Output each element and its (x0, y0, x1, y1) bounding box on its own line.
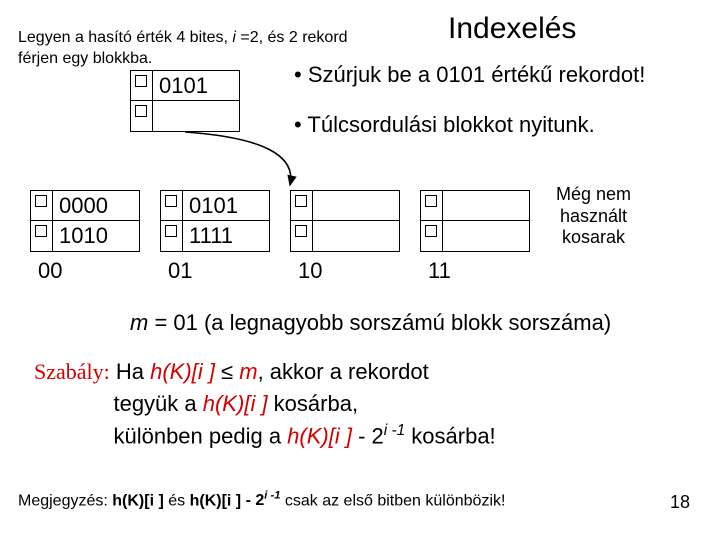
m-rest: = 01 (a legnagyobb sorszámú blokk sorszá… (148, 310, 611, 335)
note-hk1-a: h(K)[ (112, 492, 149, 509)
note-minus: - 2i -1 (241, 492, 280, 509)
bucket: 00001010 (30, 190, 140, 252)
row-checkbox (31, 191, 53, 221)
bucket-row (421, 221, 529, 251)
checkbox-icon (425, 225, 437, 237)
row-checkbox (131, 71, 153, 101)
row-value (313, 221, 399, 251)
note-and: és (164, 492, 190, 509)
checkbox-icon (165, 195, 177, 207)
bullet-overflow: • Túlcsordulási blokkot nyitunk. (294, 112, 595, 138)
rule-l2a: tegyük a (113, 391, 202, 416)
side-note-l3: kosarak (562, 227, 625, 247)
bucket-row (421, 191, 529, 221)
bucket: 01011111 (160, 190, 270, 252)
bucket-row: 1010 (31, 221, 139, 251)
checkbox-icon (425, 195, 437, 207)
checkbox-icon (135, 75, 147, 87)
rule-block: Szabály: Ha h(K)[i ] ≤ m, akkor a rekord… (34, 356, 496, 452)
rule-hk1-i: i (198, 359, 209, 384)
bucket-row (291, 191, 399, 221)
bucket-label: 01 (168, 258, 192, 284)
page-number: 18 (670, 492, 690, 513)
bullet-insert: • Szúrjuk be a 0101 értékű rekordot! (294, 62, 645, 88)
note-minus-t: - 2 (241, 492, 264, 509)
note-hk1: h(K)[i ] (112, 492, 164, 509)
row-value: 1010 (53, 221, 139, 251)
rule-hk1: h(K)[i ] (150, 359, 215, 384)
rule-exp: i -1 (384, 422, 405, 439)
bucket-row: 0101 (131, 71, 239, 101)
row-checkbox (161, 191, 183, 221)
side-note-l2: használt (560, 206, 627, 226)
note-hk2: h(K)[i ] (190, 492, 242, 509)
checkbox-icon (135, 105, 147, 117)
rule-l3b: kosárba! (405, 423, 496, 448)
rule-hk1-a: h(K)[ (150, 359, 198, 384)
bucket-row (131, 101, 239, 131)
row-checkbox (421, 191, 443, 221)
row-checkbox (161, 221, 183, 251)
rule-hk2-a: h(K)[ (203, 391, 251, 416)
rule-m: m (239, 359, 257, 384)
rule-l2b: kosárba, (268, 391, 359, 416)
row-value: 0101 (183, 191, 269, 221)
row-checkbox (291, 221, 313, 251)
bucket (290, 190, 400, 252)
row-checkbox (131, 101, 153, 131)
row-value (313, 191, 399, 221)
bucket-row: 0000 (31, 191, 139, 221)
rule-l3a: különben pedig a (113, 423, 287, 448)
bucket-label: 10 (298, 258, 322, 284)
row-checkbox (421, 221, 443, 251)
rule-l1b: , akkor a rekordot (258, 359, 429, 384)
bucket-label: 11 (428, 258, 451, 284)
header-l1a: Legyen a hasító érték 4 bites, (18, 29, 232, 46)
note-exp: i -1 (264, 490, 280, 502)
m-var: m (130, 310, 148, 335)
side-note: Még nem használt kosarak (556, 184, 631, 249)
checkbox-icon (295, 225, 307, 237)
row-value (443, 221, 529, 251)
bucket (420, 190, 530, 252)
checkbox-icon (295, 195, 307, 207)
row-value: 0000 (53, 191, 139, 221)
checkbox-icon (165, 225, 177, 237)
row-checkbox (291, 191, 313, 221)
row-value (153, 101, 239, 131)
rule-l1a: Ha (110, 359, 150, 384)
row-value (443, 191, 529, 221)
page-title: Indexelés (448, 12, 576, 46)
header-l1b: =2, és 2 rekord (236, 29, 348, 46)
note-hk2-i: i (227, 492, 236, 509)
note-b: csak az első bitben különbözik! (280, 492, 505, 509)
rule-hk3: h(K)[i ] (287, 423, 352, 448)
bucket-row (291, 221, 399, 251)
header-l2: férjen egy blokkba. (18, 50, 152, 67)
note-a: Megjegyzés: (18, 492, 112, 509)
row-checkbox (31, 221, 53, 251)
rule-label: Szabály: (34, 359, 110, 384)
rule-hk3-a: h(K)[ (287, 423, 335, 448)
rule-hk3-i: i (335, 423, 346, 448)
bucket-row: 0101 (161, 191, 269, 221)
rule-hk2: h(K)[i ] (203, 391, 268, 416)
note-hk2-a: h(K)[ (190, 492, 227, 509)
top-bucket: 0101 (130, 70, 240, 132)
row-value: 0101 (153, 71, 239, 101)
rule-hk2-i: i (250, 391, 261, 416)
bucket-row: 1111 (161, 221, 269, 251)
side-note-l1: Még nem (556, 184, 631, 204)
checkbox-icon (35, 195, 47, 207)
note-line: Megjegyzés: h(K)[i ] és h(K)[i ] - 2i -1… (18, 490, 505, 510)
checkbox-icon (35, 225, 47, 237)
rule-leq: ≤ (215, 359, 239, 384)
rule-minus: - 2 (352, 423, 384, 448)
bucket-label: 00 (38, 258, 62, 284)
row-value: 1111 (183, 221, 269, 251)
m-line: m = 01 (a legnagyobb sorszámú blokk sors… (130, 310, 611, 336)
